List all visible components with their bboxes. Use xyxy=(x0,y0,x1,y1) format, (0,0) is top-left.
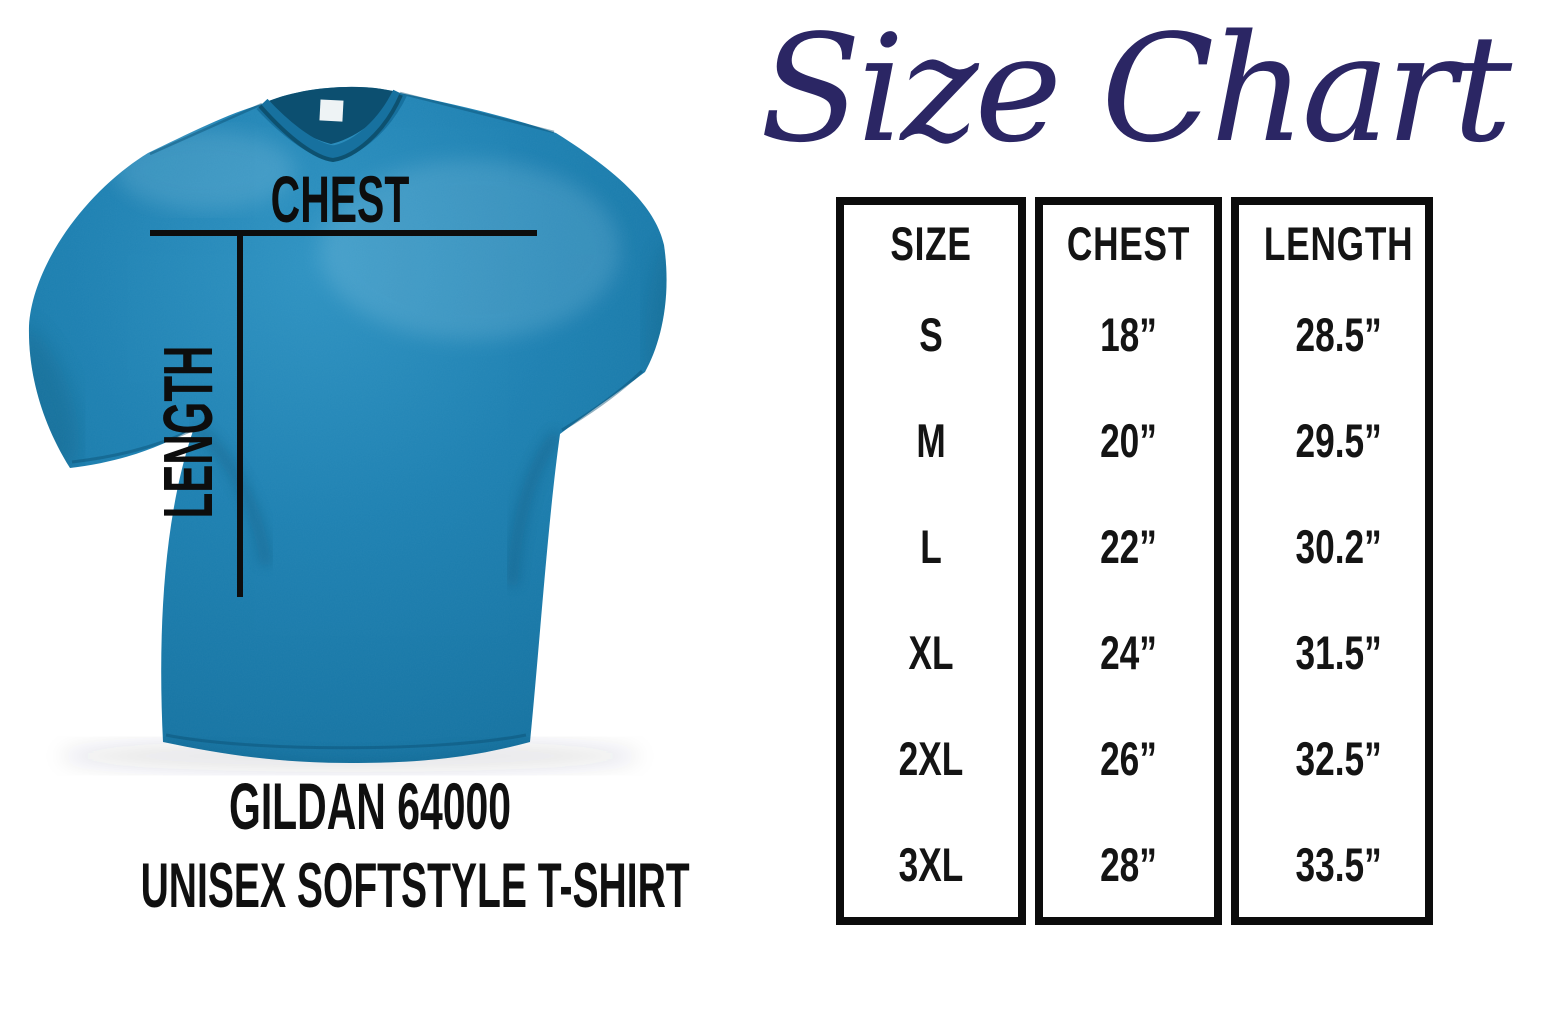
chest-cell: 18” xyxy=(1100,307,1157,361)
chest-cell: 24” xyxy=(1100,625,1157,679)
page-title: Size Chart xyxy=(759,3,1512,175)
chest-column: CHEST 18” 20” 22” 24” 26” 28” xyxy=(1035,197,1222,925)
product-title: GILDAN 64000 UNISEX SOFTSTYLE T-SHIRT xyxy=(0,766,740,926)
length-label: LENGTH xyxy=(150,346,228,519)
collar-band xyxy=(256,89,407,161)
product-title-line2: UNISEX SOFTSTYLE T-SHIRT xyxy=(140,851,690,921)
column-header-size: SIZE xyxy=(890,216,972,270)
length-cell: 28.5” xyxy=(1295,307,1382,361)
collar-seam xyxy=(258,94,403,163)
product-title-line1: GILDAN 64000 xyxy=(228,769,512,843)
length-cell: 29.5” xyxy=(1295,413,1382,467)
chest-cell: 20” xyxy=(1100,413,1157,467)
length-cell: 31.5” xyxy=(1295,625,1382,679)
size-cell: 2XL xyxy=(898,731,964,785)
tshirt-seams xyxy=(71,91,644,750)
size-cell: L xyxy=(920,519,942,573)
chest-cell: 28” xyxy=(1100,837,1157,891)
length-cell: 30.2” xyxy=(1295,519,1382,573)
tshirt-shading xyxy=(28,86,667,763)
size-cell: 3XL xyxy=(898,837,964,891)
size-cell: XL xyxy=(908,625,954,679)
neck-tag xyxy=(319,99,344,122)
length-cell: 33.5” xyxy=(1295,837,1382,891)
size-cell: M xyxy=(916,413,946,467)
column-header-chest: CHEST xyxy=(1066,216,1191,270)
chest-label: CHEST xyxy=(271,162,410,237)
chest-cell: 22” xyxy=(1100,519,1157,573)
length-cell: 32.5” xyxy=(1295,731,1382,785)
size-column: SIZE S M L XL 2XL 3XL xyxy=(836,197,1026,925)
size-cell: S xyxy=(919,307,943,361)
size-table: SIZE S M L XL 2XL 3XL CHEST 18” 20” 22” … xyxy=(836,197,1433,925)
tshirt-graphic: CHEST LENGTH xyxy=(28,86,667,772)
chest-cell: 26” xyxy=(1100,731,1157,785)
length-column: LENGTH 28.5” 29.5” 30.2” 31.5” 32.5” 33.… xyxy=(1231,197,1433,925)
column-header-length: LENGTH xyxy=(1263,216,1414,270)
